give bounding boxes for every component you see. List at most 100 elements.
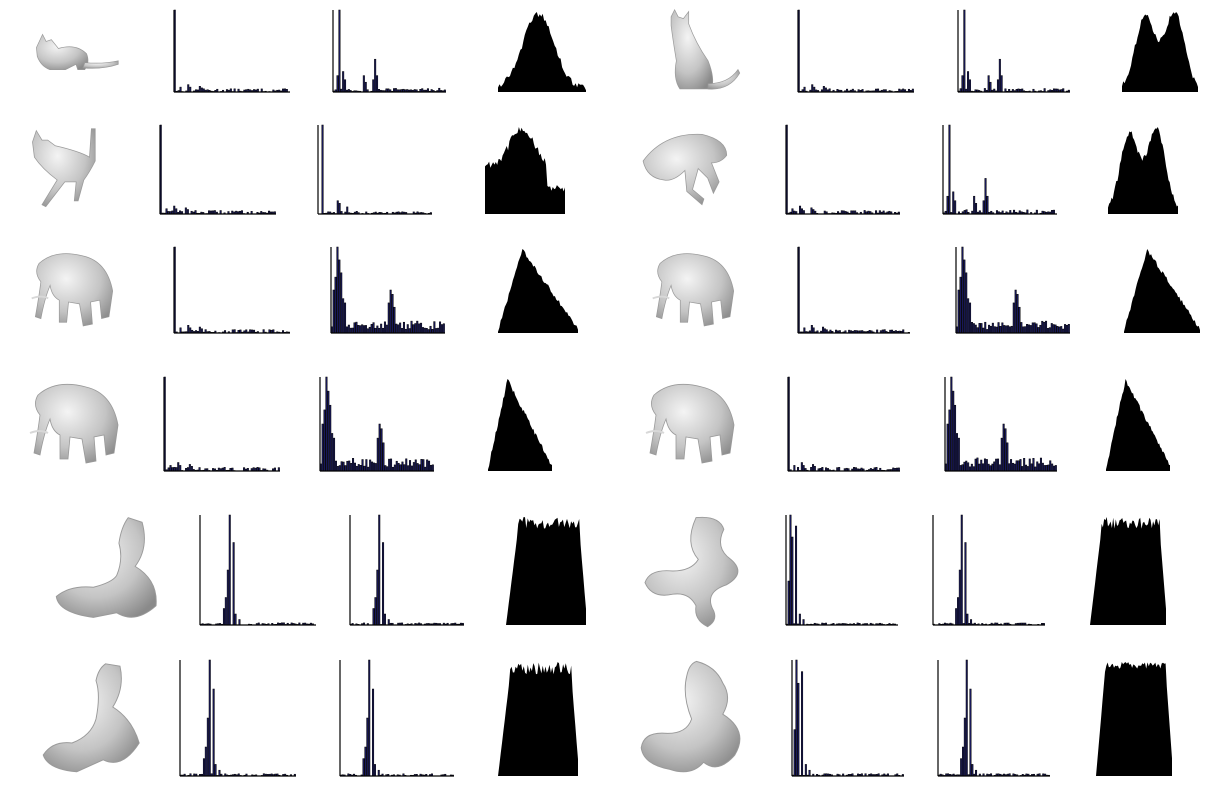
histogram-bar [946,423,949,472]
histogram-bar [331,433,334,472]
histogram-bar [954,404,957,472]
histogram-bar [822,86,825,93]
histogram-bar [967,462,970,472]
histogram-bar [338,203,341,215]
row4-right-histogram-2 [944,376,1057,472]
histogram-bar [365,459,368,472]
histogram-bar [412,462,415,472]
histogram-bar [1062,328,1065,334]
histogram-bar [351,327,354,334]
histogram-bar [787,580,790,626]
histogram-bar [1054,324,1057,334]
histogram-bar [970,619,973,626]
histogram-bar [1028,458,1031,472]
histogram-bar [368,326,371,334]
histogram-bar [364,746,367,777]
histogram-bar [336,246,339,334]
histogram-bar [403,464,406,472]
histogram-bar [372,322,375,334]
histogram-bar [387,302,390,334]
histogram-bar [384,465,387,472]
row4-right-elephant-side-render [645,383,735,464]
histogram-bar [368,659,371,777]
row3-right-histogram-1 [797,246,910,334]
histogram-bar [378,514,381,626]
histogram-bar [238,619,241,626]
histogram-bar [376,437,379,472]
histogram-bar [353,462,356,472]
histogram-bar [418,464,421,472]
histogram-bar [975,769,978,777]
histogram-bar [960,758,963,777]
histogram-bar [1049,460,1052,472]
histogram-bar [370,324,373,334]
histogram-bar [974,324,977,334]
histogram-bar [967,298,970,334]
histogram-bar [232,542,235,626]
histogram-bar [957,437,960,472]
histogram-bar [397,463,400,472]
histogram-bar [186,209,189,215]
row1-left-histogram-2 [332,9,446,93]
histogram-bar [982,463,985,472]
histogram-bar [1031,322,1034,334]
histogram-area [498,249,578,333]
histogram-bar [226,569,229,626]
row3-right-histogram-3 [1124,249,1200,333]
histogram-bar [439,321,442,334]
histogram-bar [1003,325,1006,334]
row6-right-histogram-3 [1096,662,1172,776]
histogram-bar [346,460,349,472]
histogram-bar [989,465,992,472]
histogram-bar [338,9,341,93]
row6-right-tube-twisted-2-render [640,660,741,773]
histogram-bar [361,324,364,334]
histogram-bar [954,200,957,215]
histogram-bar [995,458,998,472]
histogram-bar [1010,325,1013,334]
histogram-bar [959,465,962,472]
histogram-bar [409,460,412,472]
histogram-bar [429,464,432,472]
histogram-bar [1017,460,1020,472]
histogram-bar [359,465,362,472]
row5-left-histogram-2 [349,514,464,626]
histogram-bar [340,461,343,472]
histogram-bar [810,325,813,334]
histogram-bar [353,322,356,334]
histogram-bar [989,325,992,334]
histogram-bar [1000,437,1003,472]
histogram-bar [206,717,209,777]
histogram-bar [946,195,949,215]
histogram-bar [1064,324,1067,334]
histogram-bar [789,514,792,626]
histogram-bar [822,326,825,334]
histogram-bar [405,458,408,472]
histogram-bar [376,75,379,93]
histogram-bar [957,597,960,626]
histogram-bar [342,461,345,472]
histogram-bar [997,322,1000,334]
histogram-bar [802,465,805,472]
row1-right-cat-sitting-render [670,8,741,90]
histogram-bar [1010,459,1013,472]
histogram-bar [993,461,996,472]
histogram-bar [212,688,215,777]
histogram-bar [802,619,805,626]
histogram-bar [1018,306,1021,334]
histogram-bar [965,209,968,215]
histogram-bar [1058,326,1061,334]
histogram-area [498,12,586,92]
histogram-area [1122,12,1198,92]
histogram-bar [372,688,375,777]
histogram-bar [811,84,814,93]
histogram-bar [377,769,380,777]
histogram-bar [1019,459,1022,472]
histogram-bar [1033,322,1036,334]
row2-left-cat-walking-render [32,128,96,208]
histogram-bar [397,324,400,334]
histogram-bar [1026,466,1029,472]
histogram-bar [187,84,190,93]
histogram-bar [1037,327,1040,334]
histogram-bar [982,327,985,334]
